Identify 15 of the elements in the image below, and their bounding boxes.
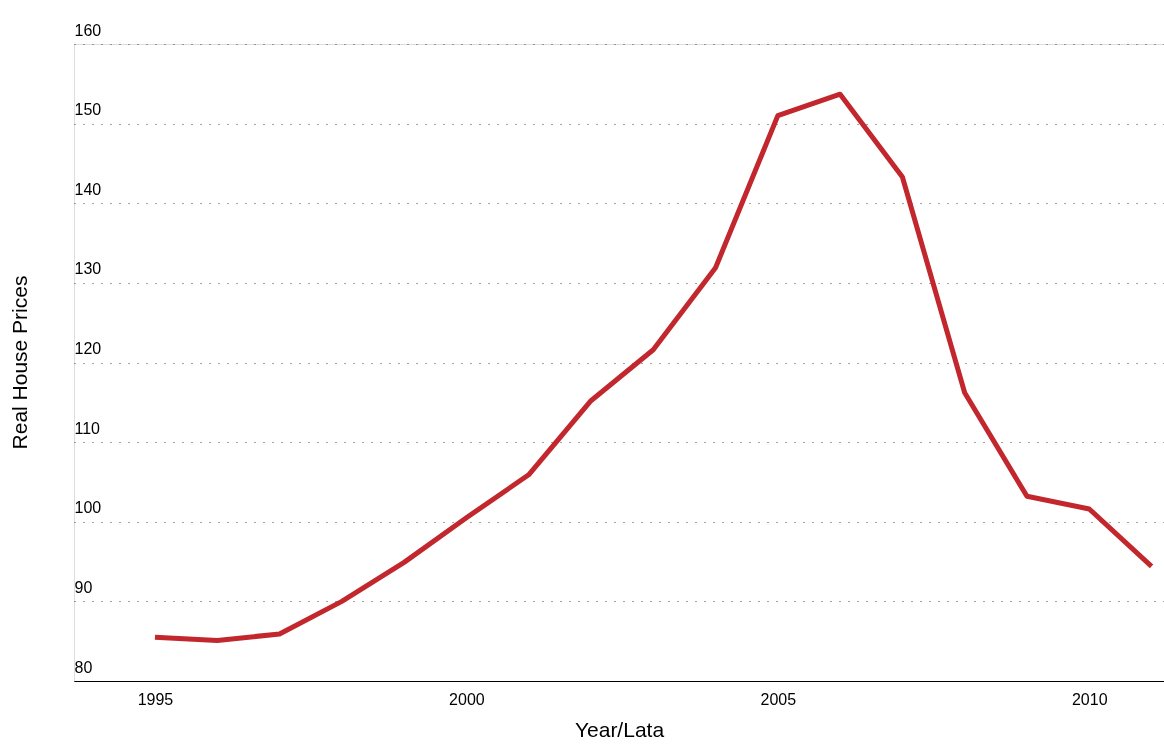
x-tick-label: 2000 <box>449 690 485 708</box>
y-tick-label: 100 <box>74 499 102 517</box>
x-tick-label: 2010 <box>1071 690 1108 708</box>
y-axis-title: Real House Prices <box>7 275 31 450</box>
x-axis-title: Year/Lata <box>574 717 665 741</box>
x-tick-label: 1995 <box>137 690 174 708</box>
y-tick-label: 90 <box>74 578 93 596</box>
y-tick-label: 80 <box>74 658 93 676</box>
y-tick-label: 110 <box>74 419 101 437</box>
x-tick-label: 2005 <box>760 690 797 708</box>
y-tick-label: 160 <box>74 21 102 39</box>
y-tick-label: 150 <box>74 101 102 119</box>
y-tick-label: 120 <box>74 340 102 357</box>
y-tick-label: 130 <box>74 260 102 278</box>
y-tick-label: 140 <box>74 180 102 198</box>
